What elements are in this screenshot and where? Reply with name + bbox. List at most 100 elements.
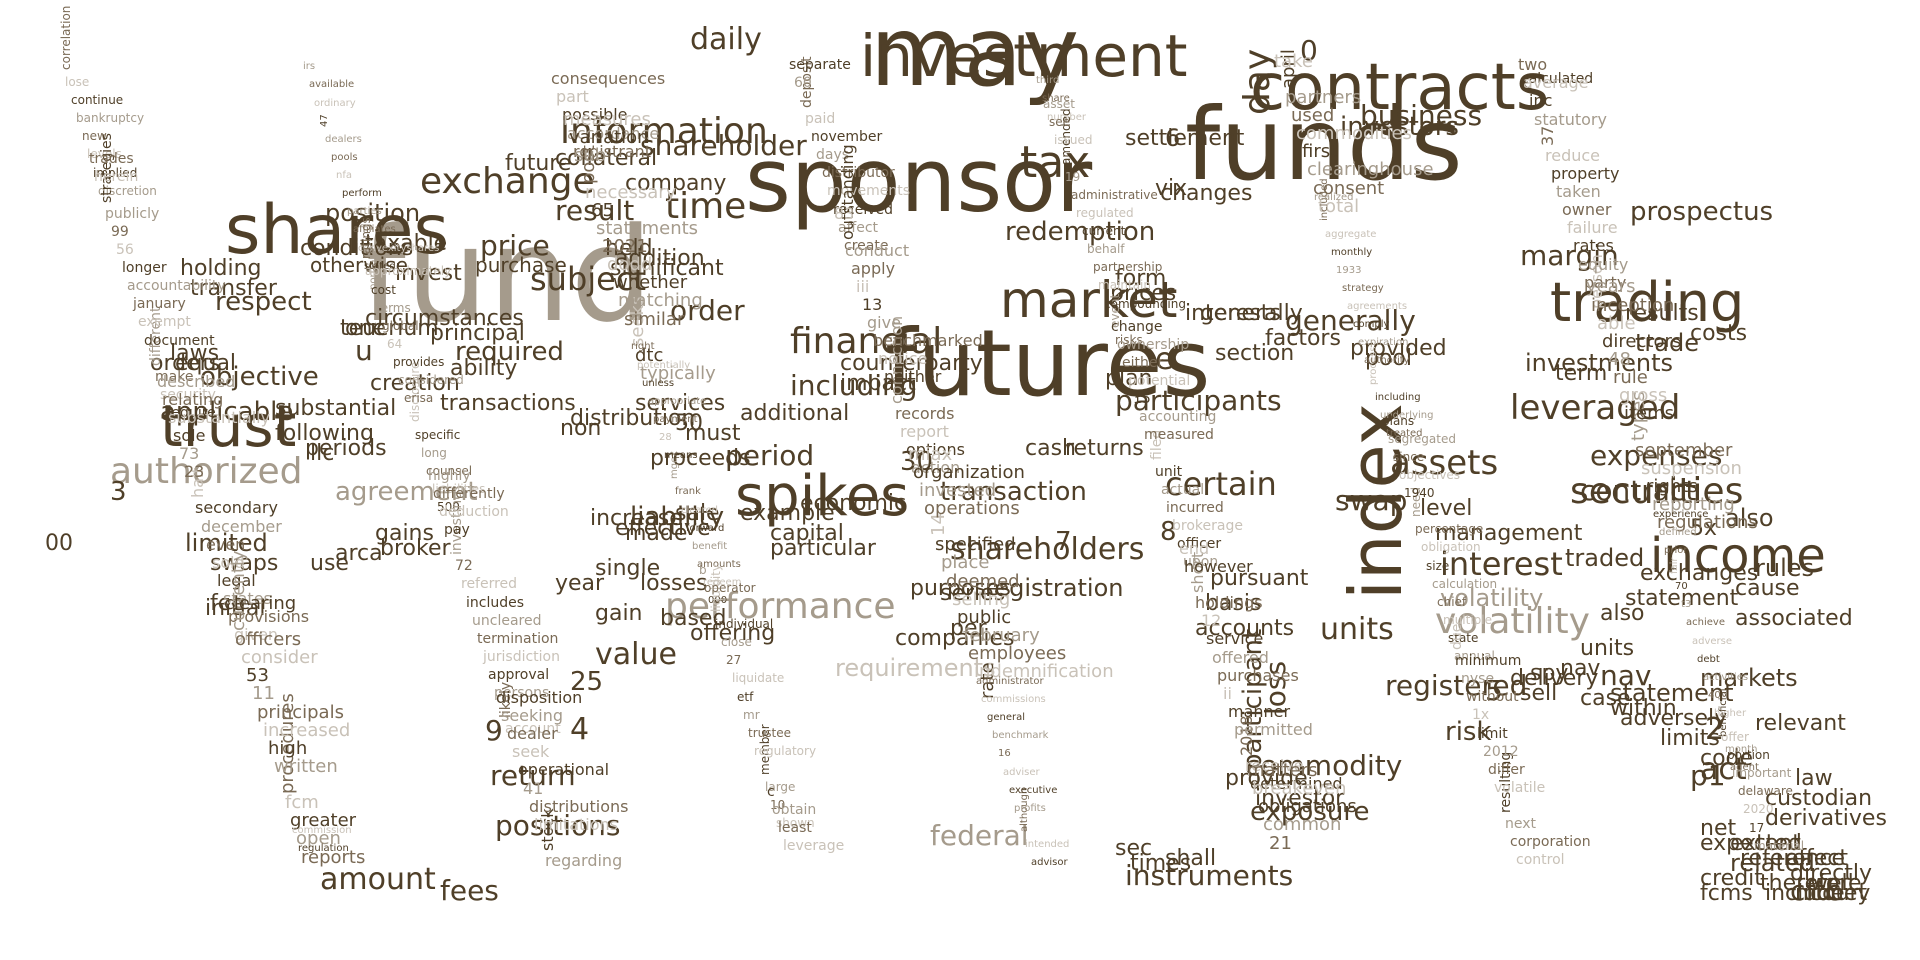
- word-cloud-word: open: [296, 828, 341, 849]
- word-cloud-word: convexityshares: [358, 243, 440, 254]
- word-cloud-word: measured: [1144, 427, 1214, 443]
- word-cloud-word: party: [1584, 273, 1627, 292]
- word-cloud-word: comply: [1353, 319, 1390, 330]
- word-cloud-word: agreements: [1347, 301, 1408, 312]
- word-cloud-word: 5: [1485, 674, 1503, 707]
- word-cloud-word: intended: [1025, 839, 1070, 850]
- word-cloud-word: 30: [900, 447, 934, 477]
- word-cloud-word: 500: [437, 500, 460, 514]
- word-cloud-word: holding: [180, 256, 262, 281]
- word-cloud-word: registration: [985, 574, 1124, 602]
- word-cloud-word: obligation: [1421, 540, 1481, 554]
- word-cloud-word: 83: [834, 204, 855, 223]
- word-cloud-word: year: [555, 571, 605, 596]
- word-cloud-word: shown: [776, 816, 815, 830]
- word-cloud-word: 99: [111, 224, 129, 240]
- word-cloud-word: total: [1318, 196, 1360, 217]
- word-cloud-word: pay: [444, 522, 470, 538]
- word-cloud-word: activities: [1703, 672, 1749, 683]
- word-cloud-word: officer: [1177, 536, 1222, 552]
- word-cloud-word: daily: [690, 22, 762, 57]
- word-cloud-word: portion: [1727, 748, 1770, 762]
- word-cloud-word: offered: [1212, 648, 1269, 667]
- word-cloud-word: single: [595, 556, 661, 581]
- word-cloud-word: 50: [675, 411, 703, 436]
- word-cloud-word: 1x: [1472, 707, 1490, 723]
- word-cloud-word: shareholders: [950, 532, 1145, 567]
- word-cloud-word: risk: [1445, 717, 1492, 747]
- word-cloud-word: irs: [303, 61, 316, 72]
- word-cloud-word: calculated: [1521, 71, 1594, 87]
- word-cloud-word: principal: [430, 321, 525, 346]
- word-cloud-word: particular: [770, 536, 876, 561]
- word-cloud-word: behalf: [1087, 242, 1125, 256]
- word-cloud-word: taken: [1556, 182, 1601, 201]
- word-cloud-word: frank: [675, 486, 701, 497]
- word-cloud-word: exchanges: [1640, 561, 1759, 586]
- word-cloud-word: margin: [1520, 239, 1619, 272]
- word-cloud-word: report: [900, 422, 949, 441]
- word-cloud-word: size: [1426, 559, 1450, 573]
- word-cloud-word: percentage: [1415, 522, 1484, 536]
- word-cloud-word: persons: [494, 685, 550, 701]
- word-cloud-word: share: [1042, 93, 1070, 104]
- word-cloud-word: currently: [228, 550, 249, 631]
- word-cloud-word: without: [1466, 689, 1519, 705]
- word-cloud-word: service: [1206, 629, 1264, 648]
- word-cloud-word: asset: [1043, 97, 1075, 111]
- word-cloud-word: rule: [1613, 367, 1648, 388]
- word-cloud-word: liquidate: [732, 671, 785, 685]
- word-cloud-word: achieve: [1686, 617, 1725, 628]
- word-cloud-word: bankruptcy: [76, 111, 145, 125]
- word-cloud-word: registered: [1385, 669, 1528, 702]
- word-cloud-word: sale: [675, 501, 720, 526]
- word-cloud-word: records: [895, 404, 955, 423]
- word-cloud-word: mr: [743, 708, 760, 722]
- word-cloud-word: organization: [913, 462, 1025, 483]
- word-cloud-word: volatile: [1494, 780, 1546, 796]
- word-cloud-word: limit: [1477, 726, 1508, 742]
- word-cloud-word: regulations: [1657, 512, 1758, 533]
- word-cloud-word: otherwise: [310, 253, 408, 277]
- word-cloud-word: commission: [292, 825, 352, 836]
- word-cloud-word: federal: [930, 819, 1029, 852]
- word-cloud-word: custodian: [1765, 786, 1873, 811]
- word-cloud-word: substantially: [168, 408, 271, 427]
- word-cloud-word: correlation: [59, 5, 73, 70]
- word-cloud-word: commodity: [1245, 749, 1403, 782]
- word-cloud-word: 2020: [1743, 802, 1774, 816]
- word-cloud-word: proceeds: [650, 446, 751, 471]
- word-cloud-word: 56: [116, 242, 134, 258]
- word-cloud-word: operator: [704, 581, 756, 595]
- word-cloud-word: years: [1586, 276, 1636, 297]
- word-cloud-word: changes: [1160, 181, 1253, 206]
- word-cloud-word: investor: [1255, 786, 1345, 811]
- word-cloud-word: movements: [827, 183, 911, 199]
- word-cloud-word: well: [1810, 871, 1854, 896]
- word-cloud-word: statement: [1625, 586, 1739, 611]
- word-cloud-word: contract: [1580, 474, 1697, 507]
- word-cloud-word: limitations: [534, 815, 618, 834]
- word-cloud-word: segregated: [1388, 432, 1456, 446]
- word-cloud-word: provided: [1350, 336, 1447, 361]
- word-cloud-word: regulatory: [754, 744, 817, 758]
- word-cloud-word: either: [1122, 355, 1164, 371]
- word-cloud-word: outstanding: [838, 144, 857, 240]
- word-cloud-word: period: [725, 439, 815, 472]
- word-cloud-word: related: [1730, 849, 1815, 877]
- word-cloud-word: number: [1047, 112, 1087, 123]
- word-cloud-word: spikes: [735, 464, 910, 529]
- word-cloud-word: 7: [1055, 527, 1072, 557]
- word-cloud-word: basis: [1205, 591, 1262, 616]
- word-cloud-word: distributor: [822, 165, 895, 181]
- word-cloud-word: place: [941, 552, 990, 573]
- word-cloud-word: future: [505, 151, 572, 176]
- word-cloud-word: collateral: [555, 146, 658, 171]
- word-cloud-word: statutory: [1534, 110, 1607, 129]
- word-cloud-word: offer: [1721, 730, 1749, 744]
- word-cloud-word: 65: [591, 200, 614, 221]
- word-cloud-word: invest: [395, 261, 462, 286]
- word-cloud-word: regulation: [298, 843, 349, 854]
- word-cloud-word: levels: [87, 147, 122, 161]
